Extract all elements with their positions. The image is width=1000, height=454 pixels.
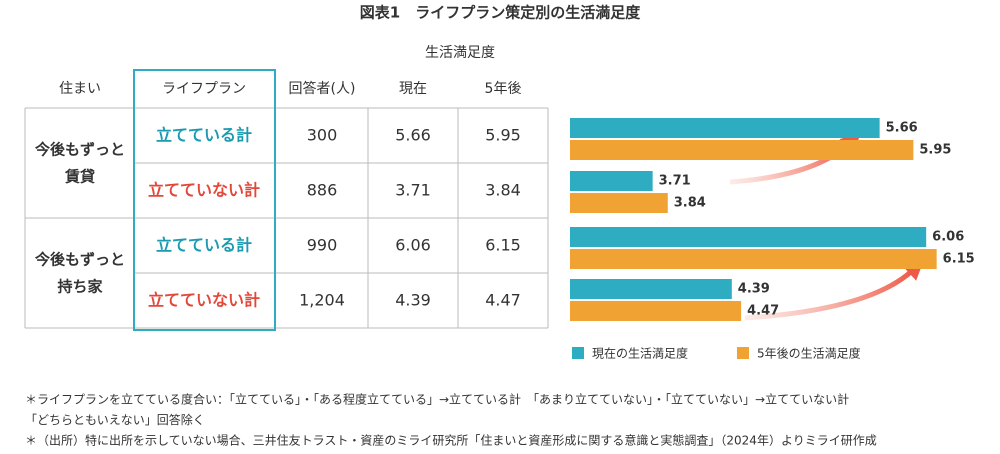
bar: [570, 279, 732, 299]
table-cell: 300: [307, 126, 338, 145]
highlight-box: [133, 69, 276, 331]
plan-label: 立てている計: [156, 126, 252, 145]
value-label: 4.39: [738, 282, 770, 297]
table-cell: 6.06: [395, 236, 431, 255]
table-cell: 5.66: [395, 126, 431, 145]
bar: [570, 227, 927, 247]
value-label: 4.47: [747, 304, 779, 319]
column-header: 5年後: [485, 81, 522, 97]
column-header: 回答者(人): [289, 80, 356, 97]
arrow: [744, 259, 924, 321]
value-label: 5.95: [919, 143, 951, 158]
note: ＊（出所）特に出所を示していない場合、三井住友トラスト・資産のミライ研究所「住ま…: [25, 433, 877, 448]
bar: [570, 118, 880, 138]
table-cell: 6.15: [485, 236, 521, 255]
title: 図表1 ライフプラン策定別の生活満足度: [360, 4, 641, 22]
table-cell: 3.84: [485, 181, 521, 200]
table-cell: 886: [307, 181, 338, 200]
group-header: 生活満足度: [425, 45, 495, 61]
value-label: 5.66: [886, 121, 918, 136]
note: 「どちらともいえない」回答除く: [25, 412, 205, 427]
column-header: 住まい: [59, 81, 101, 97]
table-cell: 4.39: [395, 291, 431, 310]
note: ＊ライフプランを立てている度合い：「立てている」・「ある程度立てている」→立てて…: [25, 392, 849, 407]
plan-label: 立てていない計: [148, 181, 260, 200]
value-label: 3.71: [659, 174, 691, 189]
group-label: 持ち家: [57, 278, 102, 296]
bar: [570, 193, 668, 213]
table-cell: 990: [307, 236, 338, 255]
group-label: 今後もずっと: [34, 251, 125, 269]
table-cell: 5.95: [485, 126, 521, 145]
bar: [570, 140, 914, 160]
column-header: ライフプラン: [162, 81, 246, 97]
legend-label: 5年後の生活満足度: [757, 346, 861, 361]
group-label: 今後もずっと: [34, 141, 125, 159]
group-label: 賃貸: [64, 168, 95, 186]
plan-label: 立てていない計: [148, 291, 260, 310]
value-label: 3.84: [674, 196, 706, 211]
bar: [570, 171, 653, 191]
column-header: 現在: [399, 81, 427, 97]
table-cell: 3.71: [395, 181, 431, 200]
table-cell: 4.47: [485, 291, 521, 310]
legend-swatch: [737, 347, 749, 359]
value-label: 6.06: [932, 230, 964, 245]
table-cell: 1,204: [299, 291, 345, 310]
bar: [570, 301, 742, 321]
bar: [570, 249, 937, 269]
value-label: 6.15: [943, 252, 975, 267]
legend-swatch: [572, 347, 584, 359]
legend-label: 現在の生活満足度: [592, 346, 688, 361]
plan-label: 立てている計: [156, 236, 252, 255]
